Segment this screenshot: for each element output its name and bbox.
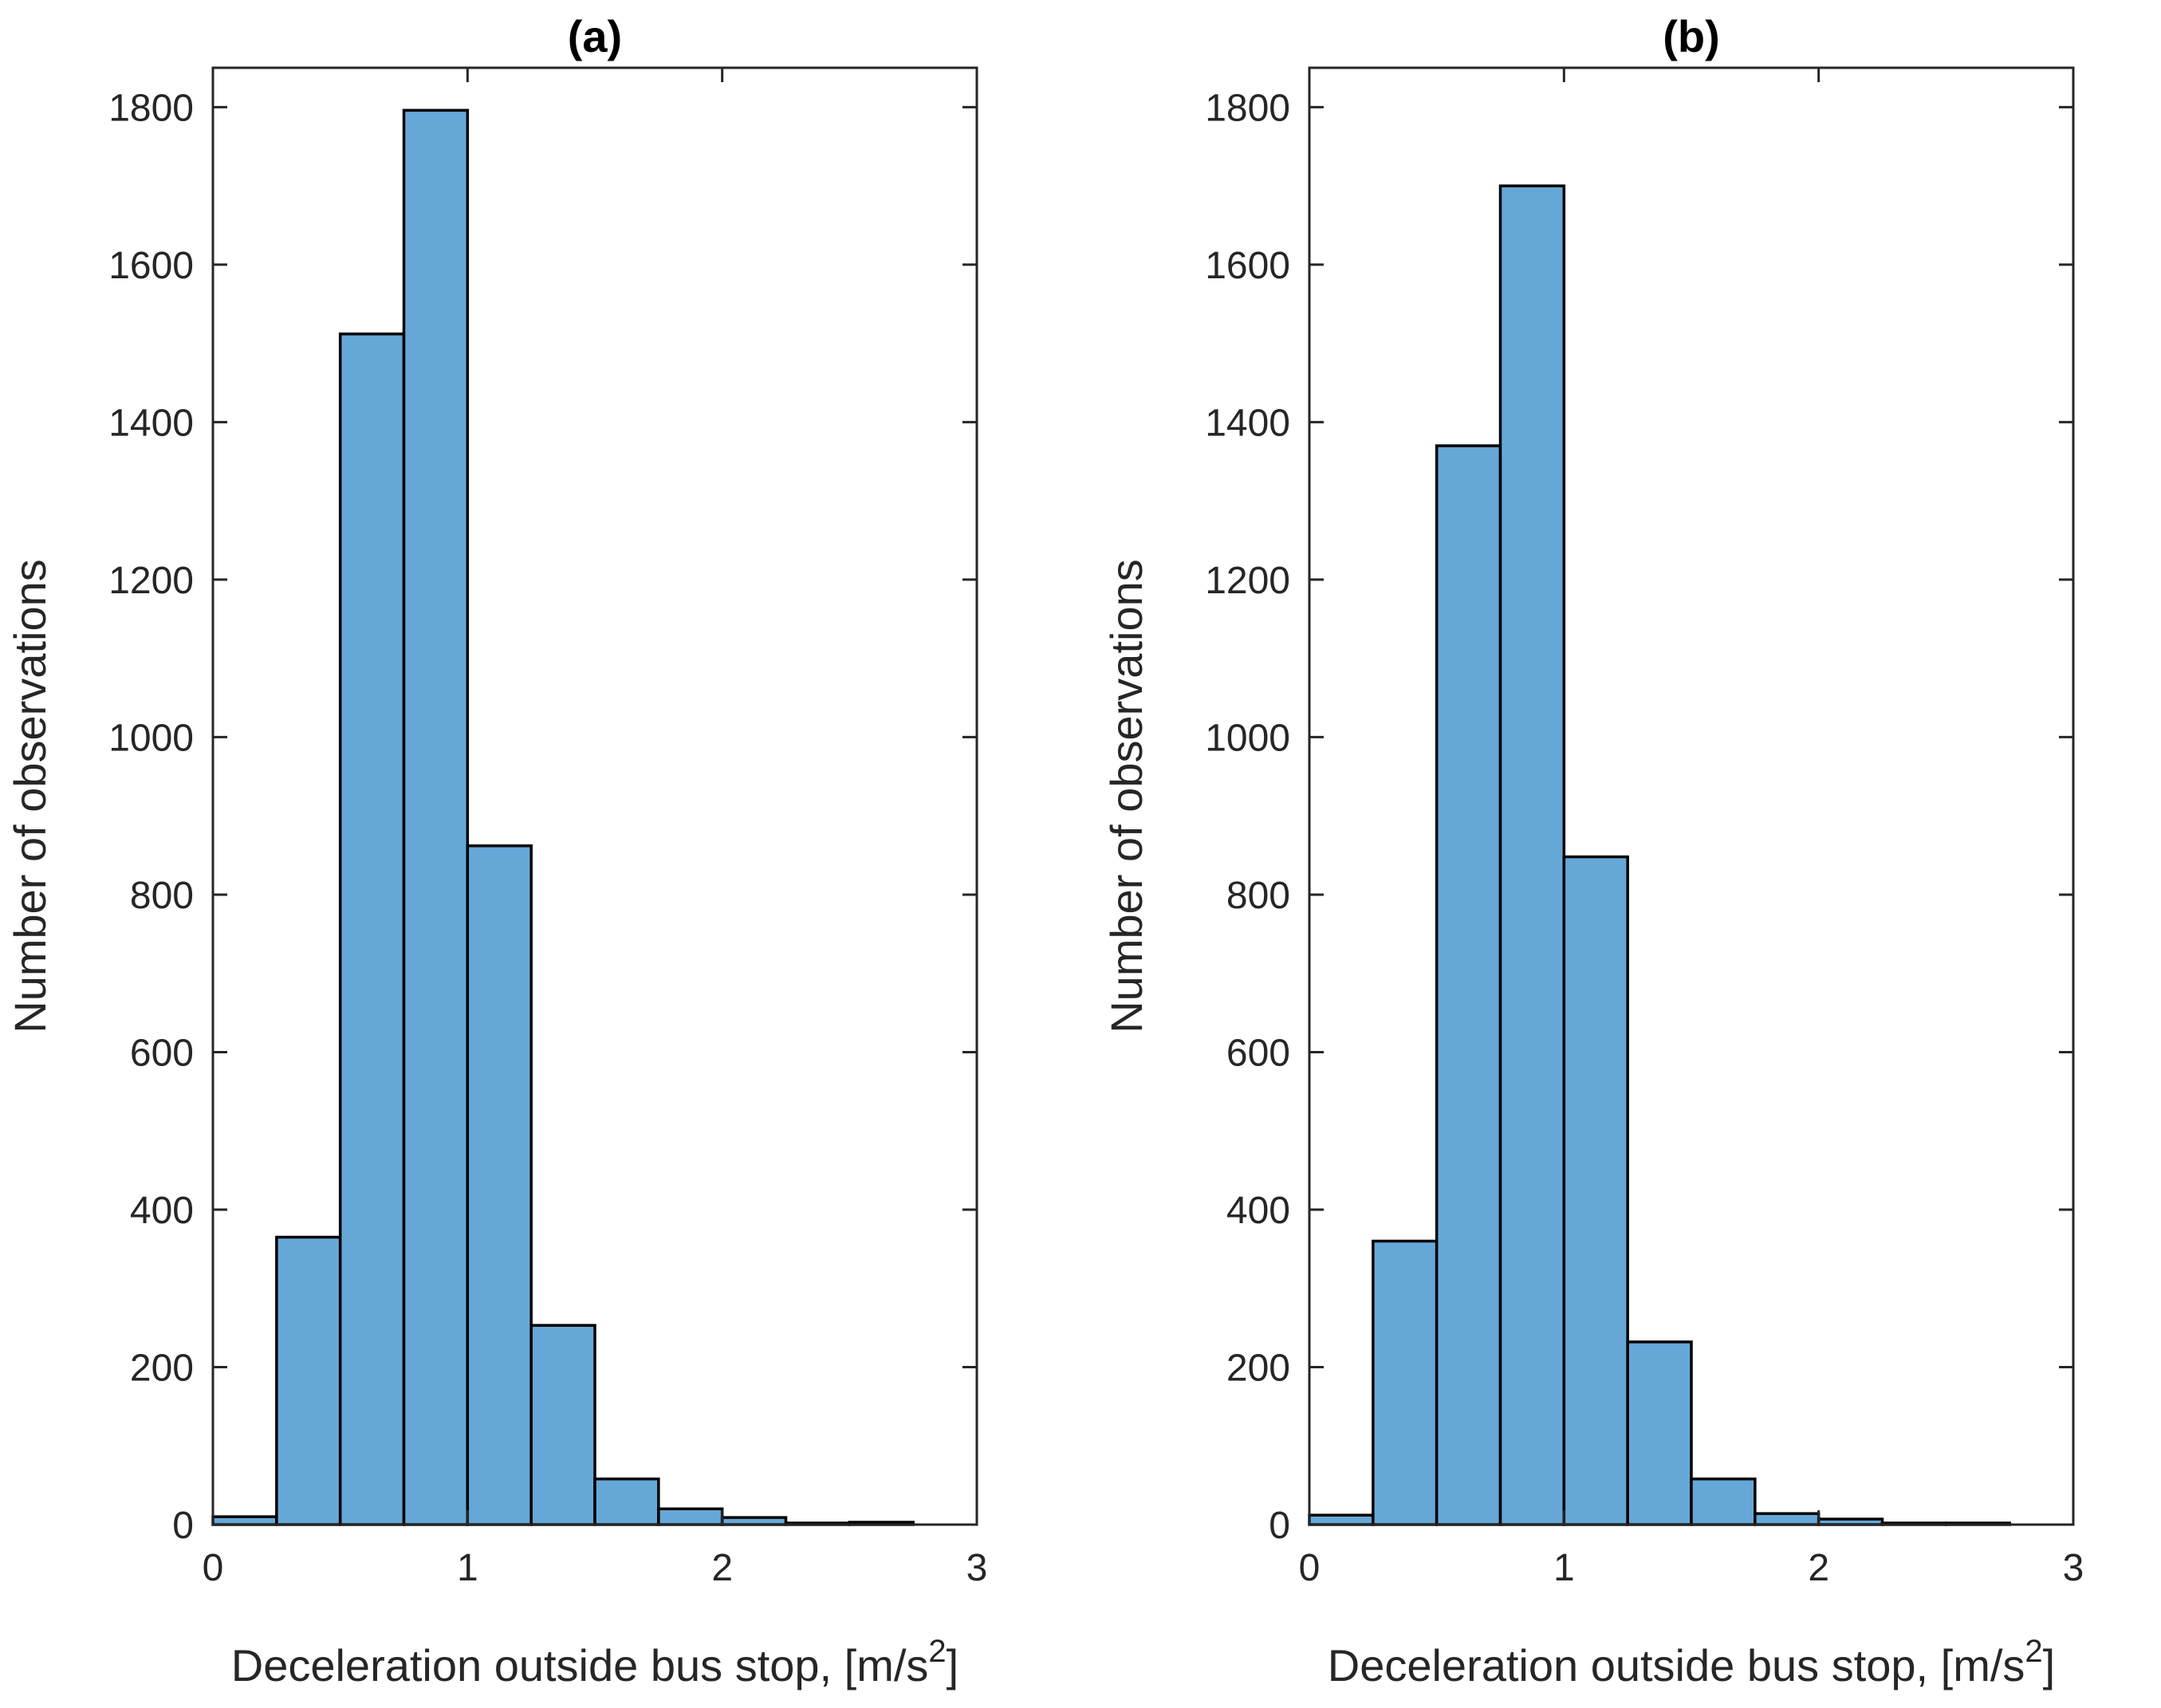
x-tick-label: 0 (203, 1547, 224, 1589)
panel-title: (a) (568, 11, 622, 61)
y-tick-label: 400 (1226, 1190, 1290, 1232)
y-tick-label: 1000 (108, 717, 194, 759)
x-tick-label: 1 (457, 1547, 478, 1589)
chart-panel-b: 0 200 400 600 800 1000 1200 1400 1600 1800 0 1 2 3 (b)… (1101, 11, 2084, 1690)
histogram-bar (1435, 444, 1502, 1526)
axes-box (1308, 66, 2075, 1526)
histogram-bar (1754, 1512, 1821, 1526)
x-tick-label: 2 (1808, 1547, 1829, 1589)
x-axis-label-superscript: 2 (2025, 1634, 2042, 1669)
histogram-bar (275, 1235, 342, 1526)
y-axis-label: Number of observations (1101, 559, 1151, 1033)
y-tick-label: 1800 (108, 87, 194, 129)
y-tick-label: 1200 (1205, 560, 1290, 602)
histogram-bar (1626, 1340, 1693, 1526)
x-tick-label: 3 (966, 1547, 988, 1589)
histogram-bar (338, 333, 406, 1526)
histogram-bar (1498, 184, 1566, 1526)
x-tick-label: 0 (1299, 1547, 1321, 1589)
y-tick-label: 600 (1226, 1032, 1290, 1074)
x-axis-label-suffix: ] (947, 1640, 959, 1690)
y-tick-label: 1400 (1205, 402, 1290, 444)
panel-title: (b) (1663, 11, 1720, 61)
x-axis-label-main: Deceleration outside bus stop, [m/s (1328, 1640, 2025, 1690)
histogram-bar (1372, 1239, 1439, 1526)
y-tick-label: 0 (1269, 1505, 1290, 1547)
y-tick-label: 800 (130, 875, 194, 917)
x-axis-label-main: Deceleration outside bus stop, [m/s (231, 1640, 929, 1690)
y-tick-label: 1000 (1205, 717, 1290, 759)
x-axis-label-suffix: ] (2043, 1640, 2056, 1690)
y-tick-label: 800 (1226, 875, 1290, 917)
y-tick-label: 1600 (1205, 245, 1290, 287)
histogram-bar (466, 844, 533, 1526)
x-axis-label-superscript: 2 (928, 1634, 946, 1669)
histogram-bar (657, 1507, 724, 1526)
histogram-bar (1562, 855, 1629, 1526)
x-tick-label: 2 (711, 1547, 733, 1589)
histogram-bar (529, 1324, 596, 1526)
histogram-bar (402, 108, 470, 1526)
histogram-bar (593, 1477, 660, 1526)
y-tick-label: 600 (130, 1032, 194, 1074)
y-tick-label: 1800 (1205, 87, 1290, 129)
y-tick-label: 0 (172, 1505, 194, 1547)
chart-panel-a: 0 200 400 600 800 1000 1200 1400 1600 1800 0 1 2 3 (a)… (5, 11, 987, 1690)
histogram-bar (1308, 1513, 1375, 1526)
y-tick-label: 1200 (108, 560, 194, 602)
y-axis-label: Number of observations (5, 559, 55, 1033)
x-axis-label: Deceleration outside bus stop, [m/s2] (231, 1634, 958, 1690)
y-tick-label: 200 (130, 1347, 194, 1389)
histogram-bar (1690, 1477, 1757, 1526)
y-tick-label: 400 (130, 1190, 194, 1232)
x-axis-label: Deceleration outside bus stop, [m/s2] (1328, 1634, 2055, 1690)
x-tick-label: 1 (1553, 1547, 1575, 1589)
y-tick-label: 200 (1226, 1347, 1290, 1389)
x-tick-label: 3 (2063, 1547, 2084, 1589)
axes-box (211, 66, 978, 1526)
y-tick-label: 1400 (108, 402, 194, 444)
y-tick-label: 1600 (108, 245, 194, 287)
